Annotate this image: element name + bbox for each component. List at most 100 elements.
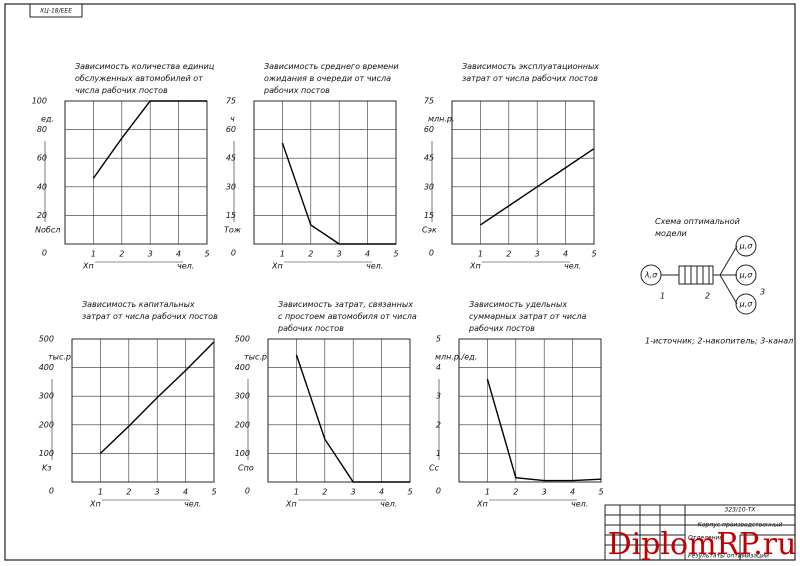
y-tick-label: 45 bbox=[226, 154, 236, 163]
y-tick-label: 45 bbox=[424, 154, 434, 163]
x-axis-unit: чел. bbox=[571, 500, 588, 509]
section-name: Отделение bbox=[688, 535, 723, 542]
x-axis-var: Xп bbox=[89, 500, 101, 509]
channel-label: μ,σ bbox=[739, 242, 754, 251]
y-tick-label: 100 bbox=[235, 449, 250, 458]
scheme-number: 2 bbox=[705, 292, 710, 301]
corner-box bbox=[29, 3, 83, 18]
x-tick-label: 5 bbox=[407, 488, 412, 497]
channel-node bbox=[735, 293, 757, 315]
x-tick-label: 3 bbox=[542, 488, 547, 497]
x-tick-label: 3 bbox=[337, 250, 342, 259]
y-tick-label: 500 bbox=[235, 335, 250, 344]
title-block bbox=[604, 504, 796, 561]
x-tick-label: 4 bbox=[183, 488, 188, 497]
data-line bbox=[92, 100, 207, 179]
x-axis-var: Xп bbox=[476, 500, 488, 509]
queue-cells bbox=[684, 266, 710, 284]
y-tick-label: 15 bbox=[226, 211, 236, 220]
x-tick-label: 3 bbox=[351, 488, 356, 497]
y-tick-label: 30 bbox=[226, 182, 236, 191]
chart-title: Зависимость затрат, связанных с простоем… bbox=[278, 300, 417, 333]
y-tick-label: 60 bbox=[226, 125, 236, 134]
y-tick-label: 300 bbox=[39, 392, 54, 401]
x-axis-var: Xп bbox=[82, 262, 94, 271]
x-tick-label: 5 bbox=[204, 250, 209, 259]
chart-title: Зависимость удельных суммарных затрат от… bbox=[469, 300, 587, 333]
x-tick-label: 2 bbox=[513, 488, 518, 497]
object-name: Корпус производственный bbox=[698, 522, 783, 529]
x-tick-label: 5 bbox=[591, 250, 596, 259]
x-tick-label: 1 bbox=[280, 250, 285, 259]
y-tick-label: 1 bbox=[436, 449, 441, 458]
y-tick-label: 40 bbox=[37, 182, 47, 191]
y-tick-label: 100 bbox=[32, 97, 47, 106]
scheme-number: 1 bbox=[660, 292, 665, 301]
scheme-links bbox=[661, 245, 738, 305]
y-axis-var: Kз bbox=[42, 464, 52, 473]
y-tick-label: 15 bbox=[424, 211, 434, 220]
y-axis-unit: ед. bbox=[41, 115, 54, 124]
y-axis-unit: ч bbox=[230, 115, 235, 124]
x-tick-label: 1 bbox=[91, 250, 96, 259]
x-tick-label: 1 bbox=[485, 488, 490, 497]
x-tick-label: 1 bbox=[294, 488, 299, 497]
channel-label: μ,σ bbox=[739, 300, 754, 309]
scheme-title: Схема оптимальной модели bbox=[655, 217, 740, 238]
x-tick-label: 3 bbox=[535, 250, 540, 259]
x-tick-label: 4 bbox=[570, 488, 575, 497]
y-axis-var: Cэк bbox=[422, 226, 437, 235]
x-tick-label: 2 bbox=[126, 488, 131, 497]
channel-label: μ,σ bbox=[739, 271, 754, 280]
x-tick-label: 5 bbox=[598, 488, 603, 497]
x-tick-label: 5 bbox=[211, 488, 216, 497]
x-axis-unit: чел. bbox=[177, 262, 194, 271]
x-tick-label: 2 bbox=[119, 250, 124, 259]
x-tick-label: 2 bbox=[506, 250, 511, 259]
sheet-name: Результаты оптимизации bbox=[688, 553, 769, 560]
data-line bbox=[99, 341, 215, 454]
y-axis-var: Cпо bbox=[238, 464, 254, 473]
x-tick-label: 5 bbox=[393, 250, 398, 259]
plot-frame bbox=[253, 100, 397, 245]
plot-frame bbox=[451, 100, 595, 245]
x-tick-label: 1 bbox=[98, 488, 103, 497]
plot-frame bbox=[71, 338, 215, 483]
y-tick-label: 0 bbox=[436, 487, 441, 496]
y-tick-label: 0 bbox=[231, 249, 236, 258]
y-tick-label: 75 bbox=[424, 97, 434, 106]
y-tick-label: 60 bbox=[37, 154, 47, 163]
y-tick-label: 60 bbox=[424, 125, 434, 134]
y-tick-label: 5 bbox=[436, 335, 441, 344]
y-axis-unit: тыс.р. bbox=[48, 353, 74, 362]
y-tick-label: 500 bbox=[39, 335, 54, 344]
y-axis-unit: млн.р./ед. bbox=[435, 353, 477, 362]
corner-text: ХЦ-18/ЕЕЕ bbox=[39, 8, 72, 15]
x-tick-label: 4 bbox=[365, 250, 370, 259]
y-tick-label: 30 bbox=[424, 182, 434, 191]
chart-title: Зависимость эксплуатационных затрат от ч… bbox=[462, 62, 600, 83]
y-tick-label: 0 bbox=[245, 487, 250, 496]
doc-code: 323/10-ТХ bbox=[724, 507, 756, 514]
y-tick-label: 0 bbox=[429, 249, 434, 258]
y-tick-label: 20 bbox=[37, 211, 47, 220]
x-axis-unit: чел. bbox=[564, 262, 581, 271]
queue-box bbox=[678, 265, 714, 285]
x-axis-unit: чел. bbox=[366, 262, 383, 271]
y-tick-label: 0 bbox=[49, 487, 54, 496]
scheme-legend: 1-источник; 2-накопитель; 3-канал bbox=[645, 337, 793, 346]
x-axis-unit: чел. bbox=[184, 500, 201, 509]
x-tick-label: 3 bbox=[148, 250, 153, 259]
y-tick-label: 400 bbox=[39, 363, 54, 372]
scheme bbox=[640, 235, 757, 315]
y-tick-label: 200 bbox=[235, 420, 250, 429]
x-axis-var: Xп bbox=[469, 262, 481, 271]
x-axis-unit: чел. bbox=[380, 500, 397, 509]
y-axis-var: Cс bbox=[429, 464, 440, 473]
y-tick-label: 3 bbox=[436, 392, 441, 401]
channel-node bbox=[735, 264, 757, 286]
y-axis-var: Nобсл bbox=[35, 226, 60, 235]
source-label: λ,σ bbox=[644, 271, 658, 280]
